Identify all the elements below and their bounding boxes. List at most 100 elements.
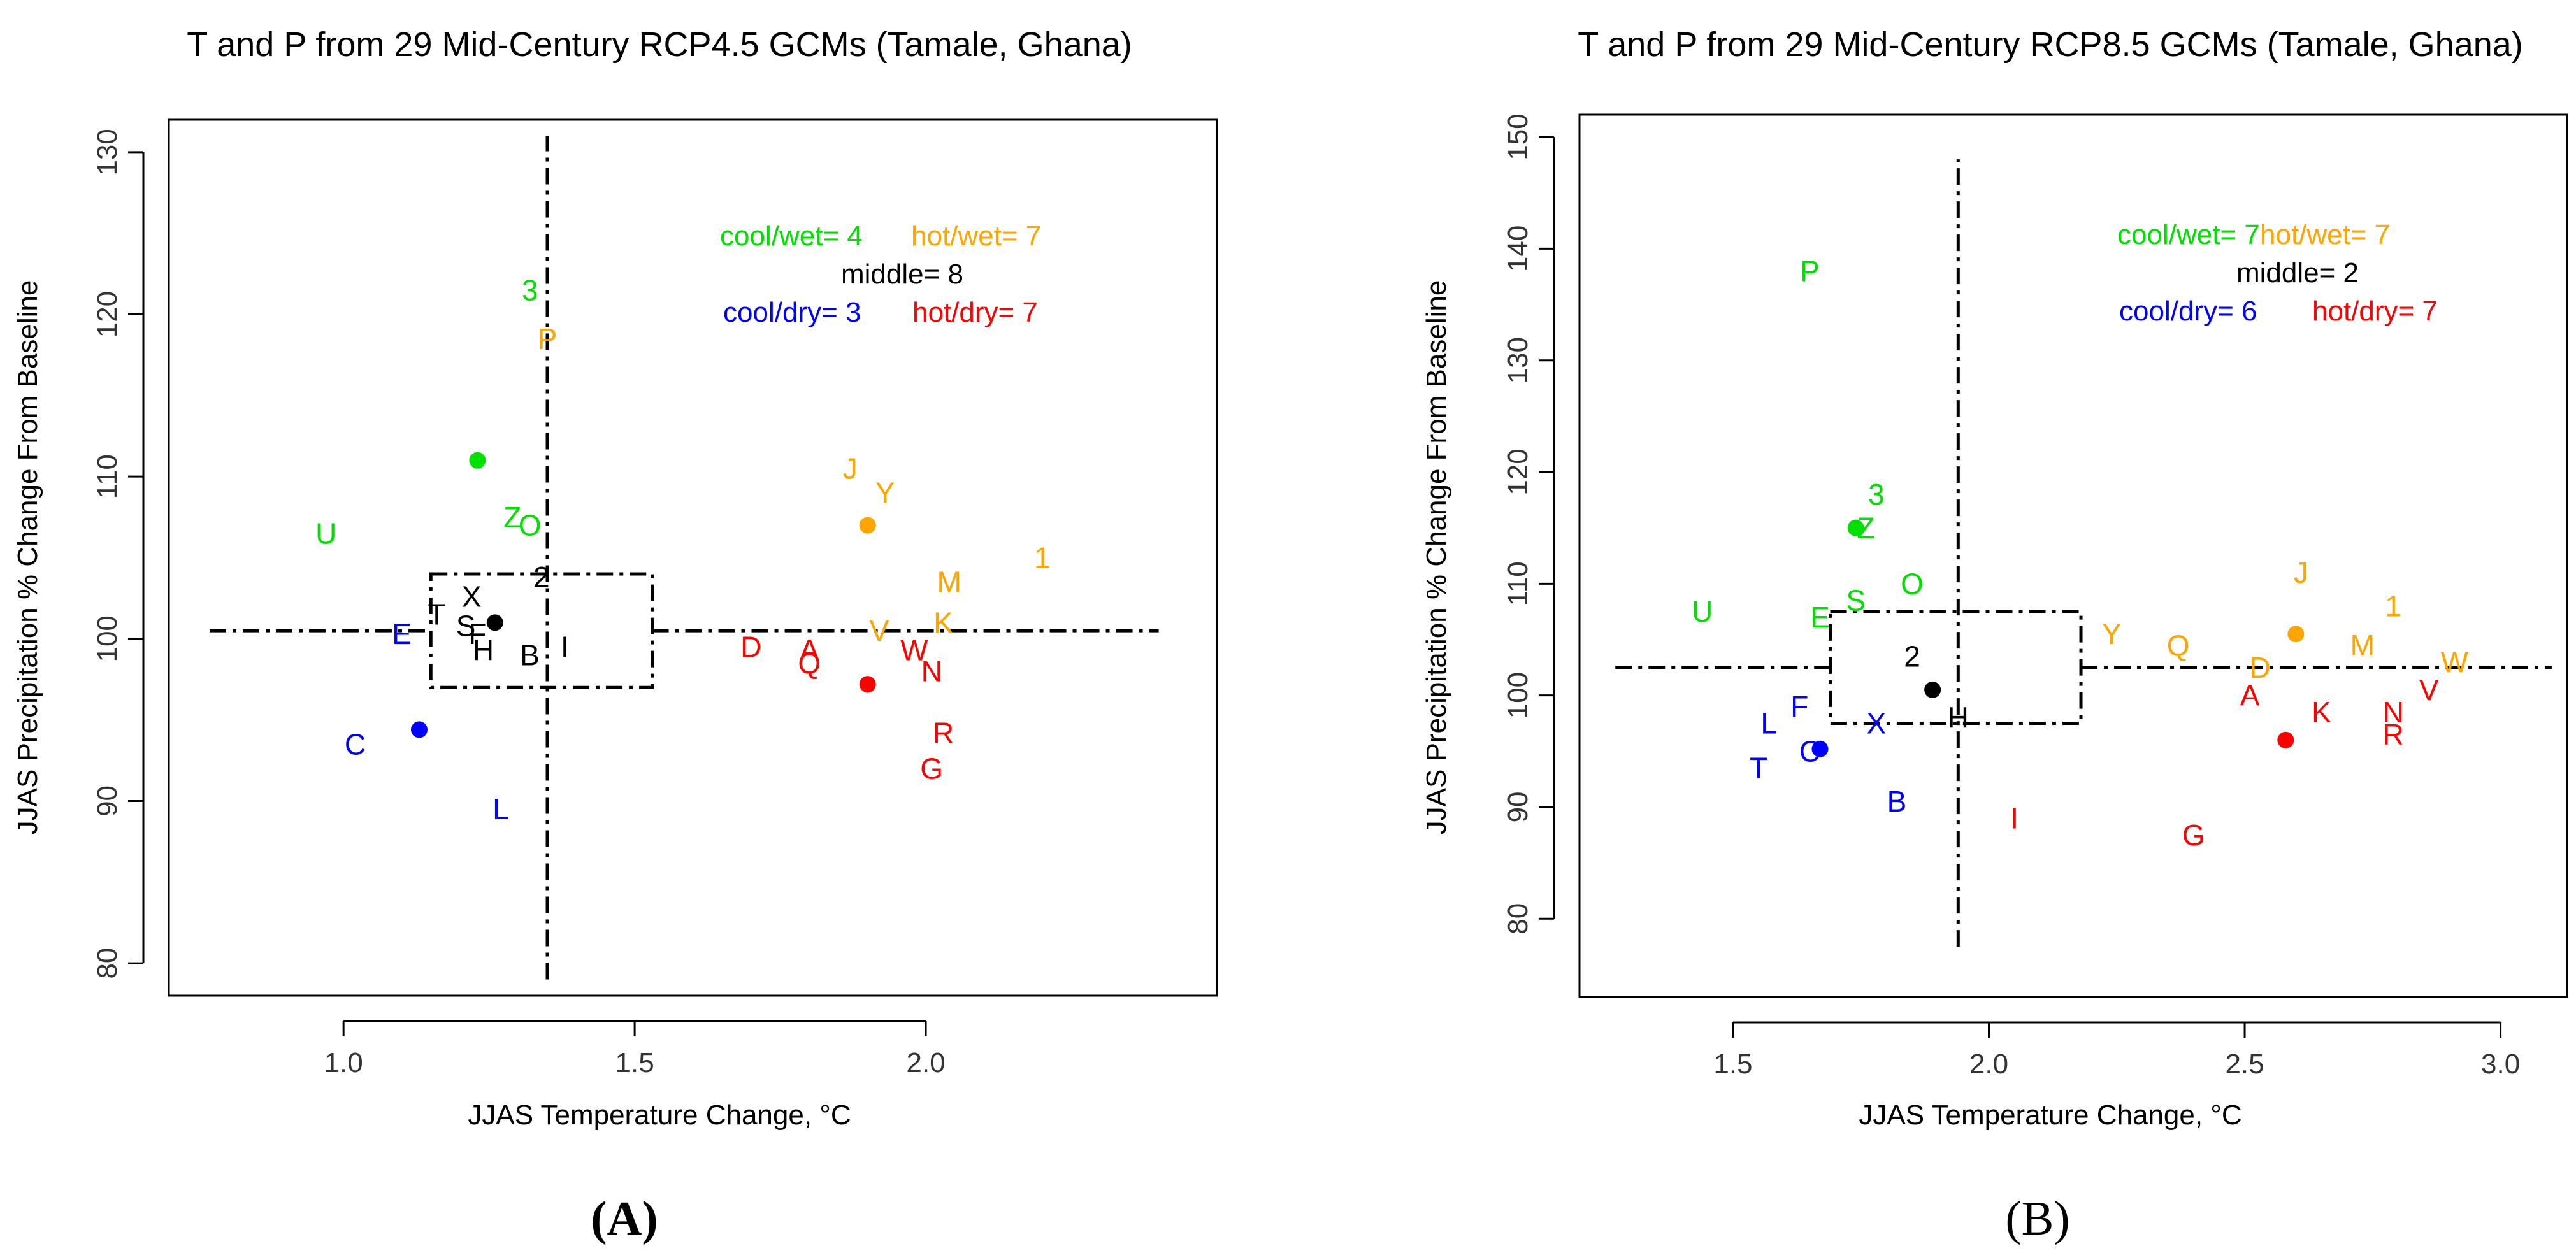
point-label: J (2294, 556, 2308, 589)
middle-box (429, 572, 654, 689)
chart-title: T and P from 29 Mid-Century RCP8.5 GCMs … (1578, 25, 2523, 64)
point-label: L (493, 792, 509, 826)
count-cool-wet: cool/wet= 7 (2117, 219, 2260, 250)
point-label: O (519, 509, 542, 542)
point-label: V (870, 614, 889, 647)
y-tick-label: 110 (92, 454, 123, 499)
centroid-middle (1924, 681, 1941, 698)
x-tick-label: 3.0 (2481, 1049, 2520, 1080)
point-label: H (1948, 701, 1969, 734)
point-label: N (921, 655, 942, 688)
point-label: Z (503, 501, 521, 534)
point-label: I (561, 631, 569, 664)
centroid-middle (486, 614, 503, 631)
point-label: 3 (1868, 478, 1885, 511)
point-label: F (468, 617, 486, 650)
point-label: V (2419, 673, 2439, 706)
count-middle: middle= 8 (841, 259, 963, 290)
centroid-hot-wet (859, 517, 876, 534)
scatter-chart-b: T and P from 29 Mid-Century RCP8.5 GCMs … (1421, 25, 2568, 1245)
centroid-cool-dry (1811, 740, 1829, 757)
count-hot-dry: hot/dry= 7 (912, 297, 1038, 328)
x-tick-label: 1.0 (324, 1047, 363, 1078)
y-tick-label: 150 (1502, 113, 1534, 160)
point-label: 2 (1904, 640, 1920, 673)
point-label: K (933, 606, 953, 639)
point-label: B (520, 638, 540, 671)
centroid-hot-wet (2287, 626, 2305, 643)
point-label: B (1887, 785, 1907, 818)
point-label: Y (2102, 617, 2122, 650)
middle-box (1829, 610, 2083, 725)
y-tick-label: 130 (92, 129, 123, 175)
centroid-hot-dry (859, 676, 876, 693)
count-middle: middle= 2 (2236, 257, 2359, 289)
y-axis-label: JJAS Precipitation % Change From Baselin… (12, 280, 43, 835)
point-label: Q (2167, 629, 2190, 662)
point-label: I (2010, 801, 2018, 834)
y-axis-label: JJAS Precipitation % Change From Baselin… (1421, 280, 1452, 835)
point-label: T (428, 598, 445, 631)
point-label: A (800, 634, 819, 667)
count-cool-wet: cool/wet= 4 (720, 220, 863, 252)
point-label: Y (875, 476, 895, 510)
point-label: L (1760, 706, 1777, 740)
point-label: Z (1857, 512, 1875, 545)
point-label: W (900, 634, 928, 667)
x-tick-label: 2.5 (2225, 1049, 2264, 1080)
count-hot-wet: hot/wet= 7 (2260, 219, 2390, 250)
x-tick-label: 2.0 (906, 1047, 945, 1078)
panel-a: T and P from 29 Mid-Century RCP4.5 GCMs … (12, 25, 1218, 1245)
centroid-hot-dry (2277, 731, 2294, 748)
y-tick-label: 100 (1502, 672, 1534, 719)
count-hot-wet: hot/wet= 7 (911, 220, 1041, 252)
point-label: M (937, 566, 961, 599)
point-label: S (1846, 584, 1866, 617)
point-label: K (2312, 696, 2331, 729)
x-axis-label: JJAS Temperature Change, °C (1859, 1099, 2241, 1131)
point-label: R (2382, 718, 2403, 751)
count-hot-dry: hot/dry= 7 (2312, 296, 2438, 327)
point-label: N (2382, 696, 2403, 729)
panel-label-b: (B) (2005, 1192, 2069, 1245)
point-label: W (2441, 645, 2469, 678)
y-tick-label: 90 (92, 785, 123, 817)
point-label: D (2250, 651, 2271, 684)
point-label: E (392, 617, 412, 650)
point-label: P (538, 322, 558, 355)
point-label: J (843, 452, 858, 485)
plot-frame (168, 118, 1218, 997)
point-label: D (740, 631, 761, 664)
x-tick-label: 1.5 (1713, 1049, 1752, 1080)
y-tick-label: 100 (92, 615, 123, 662)
x-tick-label: 2.0 (1969, 1049, 2008, 1080)
panel-label-a: (A) (591, 1192, 658, 1245)
point-label: 2 (533, 561, 550, 594)
plot-frame (1578, 113, 2568, 998)
y-tick-label: 80 (92, 948, 123, 979)
point-label: Q (798, 647, 821, 680)
point-label: C (1799, 734, 1820, 768)
x-tick-label: 1.5 (615, 1047, 654, 1078)
chart-title: T and P from 29 Mid-Century RCP4.5 GCMs … (187, 25, 1132, 64)
point-label: C (345, 727, 366, 761)
panel-b: T and P from 29 Mid-Century RCP8.5 GCMs … (1288, 0, 2575, 1253)
centroid-cool-wet (469, 452, 486, 469)
y-tick-label: 90 (1502, 791, 1534, 822)
point-label: S (456, 609, 476, 642)
point-label: 3 (522, 273, 538, 306)
point-label: M (2350, 629, 2375, 662)
point-label: 1 (1034, 541, 1051, 575)
y-tick-label: 110 (1502, 561, 1534, 606)
point-label: U (315, 517, 336, 550)
count-cool-dry: cool/dry= 3 (723, 297, 861, 328)
y-tick-label: 130 (1502, 337, 1534, 383)
point-label: H (473, 634, 494, 667)
point-label: A (2240, 679, 2260, 712)
point-label: G (920, 752, 943, 785)
y-tick-label: 120 (92, 291, 123, 338)
centroid-cool-dry (410, 721, 428, 738)
point-label: X (462, 580, 482, 613)
point-label: P (1800, 254, 1820, 287)
point-label: E (1810, 601, 1830, 634)
